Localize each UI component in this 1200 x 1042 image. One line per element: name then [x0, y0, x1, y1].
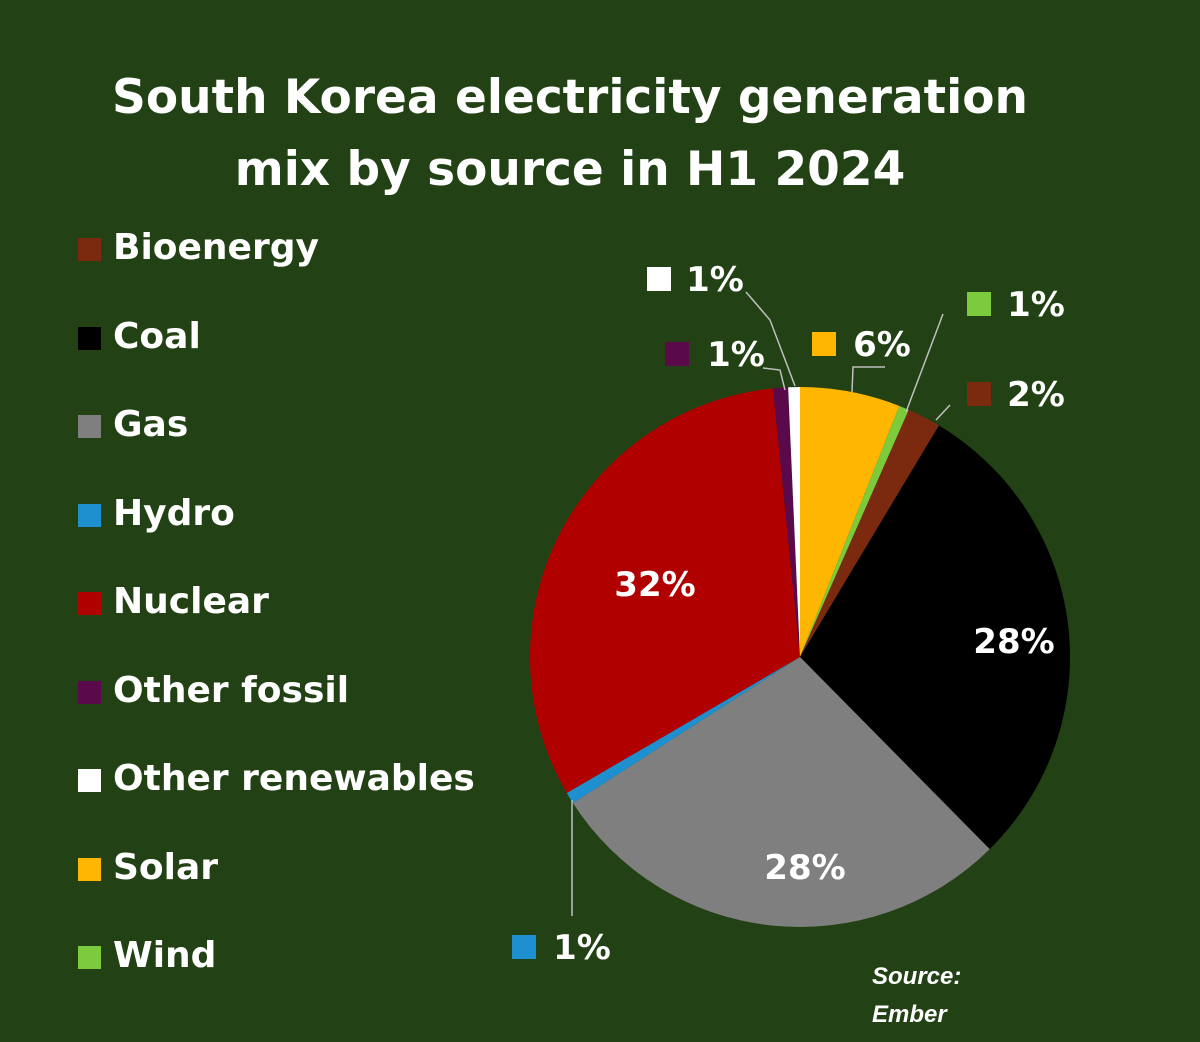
legend-label-other-renewables: Other renewables [113, 758, 475, 799]
data-label-bioenergy: 2% [1007, 375, 1065, 415]
data-label-solar: 6% [853, 325, 911, 365]
chart-title: South Korea electricity generation mix b… [0, 62, 1140, 206]
pie-slice-gas [572, 657, 990, 928]
pie-slice-wind [800, 405, 909, 657]
pie-slice-nuclear [529, 388, 800, 793]
data-label-marker-hydro [512, 935, 536, 959]
legend-item-gas: Gas [78, 399, 475, 488]
legend-label-nuclear: Nuclear [113, 581, 269, 622]
legend-item-other-fossil: Other fossil [78, 665, 475, 754]
legend-swatch-solar [78, 857, 101, 881]
chart-title-line-2: mix by source in H1 2024 [234, 142, 906, 197]
data-label-other-renewables: 1% [686, 260, 744, 300]
legend-swatch-other-fossil [78, 680, 101, 704]
legend-label-coal: Coal [113, 315, 201, 357]
legend-swatch-gas [78, 415, 101, 438]
legend-label-bioenergy: Bioenergy [113, 227, 319, 268]
legend-swatch-hydro [78, 503, 101, 527]
legend-label-other-fossil: Other fossil [113, 669, 350, 711]
legend-label-wind: Wind [113, 935, 217, 976]
leader-line-wind [905, 313, 944, 413]
chart-title-line-1: South Korea electricity generation [112, 70, 1028, 125]
data-label-other-fossil: 1% [707, 335, 765, 375]
pie-slice-coal [800, 425, 1070, 850]
pie-slice-other-fossil [772, 387, 800, 657]
legend-item-bioenergy: Bioenergy [78, 222, 475, 311]
leader-line-solar [851, 366, 885, 393]
data-label-marker-other-fossil [665, 342, 689, 366]
pie-slice-hydro [566, 657, 800, 804]
legend-item-hydro: Hydro [78, 488, 475, 577]
pie-slice-bioenergy [800, 409, 939, 657]
data-label-marker-wind [967, 292, 991, 316]
legend-item-nuclear: Nuclear [78, 576, 475, 665]
pie-slice-other-renewables [788, 387, 800, 657]
chart-legend: Bioenergy Coal Gas Hydro Nuclear Other f… [78, 222, 475, 1019]
source-note: Source: Ember [872, 958, 961, 1034]
legend-swatch-other-renewables [78, 769, 101, 792]
leader-line-other-renewables [745, 291, 796, 387]
data-label-gas: 28% [764, 848, 845, 888]
legend-item-coal: Coal [78, 311, 475, 400]
legend-item-other-renewables: Other renewables [78, 753, 475, 842]
legend-label-hydro: Hydro [113, 492, 235, 534]
data-label-hydro: 1% [553, 928, 611, 968]
data-label-marker-bioenergy [967, 382, 991, 406]
legend-item-wind: Wind [78, 930, 475, 1019]
legend-label-gas: Gas [113, 404, 189, 445]
source-note-line-2: Ember [872, 1001, 947, 1028]
data-label-marker-other-renewables [647, 267, 671, 291]
data-label-wind: 1% [1007, 285, 1065, 325]
legend-swatch-wind [78, 946, 101, 969]
legend-label-solar: Solar [113, 846, 219, 888]
leader-line-bioenergy [935, 404, 951, 421]
pie-slice-solar [800, 387, 900, 657]
source-note-line-1: Source: [872, 963, 962, 990]
data-label-nuclear: 32% [614, 565, 695, 605]
data-label-marker-solar [812, 332, 836, 356]
leader-line-other-fossil [762, 367, 786, 391]
legend-swatch-coal [78, 326, 101, 350]
legend-swatch-bioenergy [78, 238, 101, 261]
legend-swatch-nuclear [78, 592, 101, 615]
data-label-coal: 28% [973, 622, 1054, 662]
legend-item-solar: Solar [78, 842, 475, 931]
